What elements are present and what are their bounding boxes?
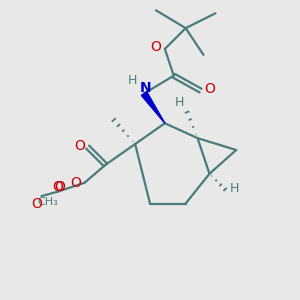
- Text: H: H: [128, 74, 137, 87]
- Text: O: O: [54, 180, 65, 194]
- Text: O: O: [204, 82, 215, 96]
- Text: O: O: [151, 40, 161, 55]
- Text: H: H: [175, 96, 184, 109]
- Text: O: O: [75, 139, 86, 152]
- Text: CH₃: CH₃: [37, 197, 58, 207]
- Text: O: O: [70, 176, 81, 190]
- Text: O: O: [52, 180, 63, 194]
- Text: N: N: [140, 81, 152, 94]
- Text: H: H: [230, 182, 239, 195]
- Text: O: O: [32, 196, 43, 211]
- Polygon shape: [141, 92, 165, 123]
